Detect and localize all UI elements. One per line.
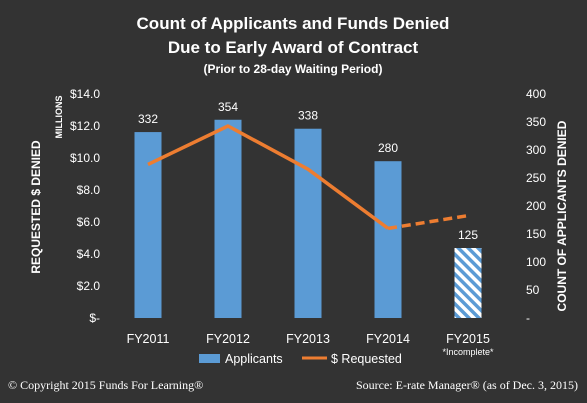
left-tick-label: $14.0	[70, 87, 100, 101]
right-tick-label: 350	[526, 115, 546, 129]
right-tick-label: 400	[526, 87, 546, 101]
category-label: FY2014	[366, 332, 410, 346]
right-tick-label: 300	[526, 143, 546, 157]
right-tick-label: 200	[526, 199, 546, 213]
legend-requested-label: $ Requested	[331, 352, 402, 366]
bar-value-label: 332	[138, 112, 158, 126]
applicants-bars	[134, 119, 482, 318]
bar-fy2014	[374, 161, 402, 318]
left-axis-label: REQUESTED $ DENIED	[29, 140, 43, 274]
chart-title-line-2: Due to Early Award of Contract	[168, 38, 419, 57]
category-label: FY2013	[286, 332, 330, 346]
left-tick-label: $4.0	[77, 247, 101, 261]
left-tick-label: $6.0	[77, 215, 101, 229]
category-note: *Incomplete*	[442, 347, 494, 357]
requested-line	[147, 124, 469, 231]
left-tick-label: $8.0	[77, 183, 101, 197]
legend-applicants-label: Applicants	[225, 352, 283, 366]
left-tick-label: $2.0	[77, 279, 101, 293]
left-tick-label: $12.0	[70, 119, 100, 133]
right-tick-label: -	[526, 311, 530, 325]
copyright-text: © Copyright 2015 Funds For Learning®	[8, 378, 203, 392]
bar-value-label: 125	[458, 228, 478, 242]
category-label: FY2015	[446, 332, 490, 346]
x-axis-categories: FY2011 FY2012 FY2013 FY2014 FY2015*Incomplet…	[127, 332, 494, 357]
bar-value-label: 280	[378, 141, 398, 155]
category-label: FY2012	[206, 332, 250, 346]
legend-applicants-swatch	[199, 354, 220, 363]
left-tick-label: $-	[89, 311, 100, 325]
chart-subtitle: (Prior to 28-day Waiting Period)	[204, 62, 383, 76]
right-axis-ticks: - 50 100 150 200 250 300 350 400	[526, 87, 546, 325]
bar-value-label: 338	[298, 109, 318, 123]
chart-title-line-1: Count of Applicants and Funds Denied	[137, 14, 450, 33]
right-axis-label: COUNT OF APPLICANTS DENIED	[555, 120, 569, 311]
left-axis-units: MILLIONS	[54, 96, 64, 139]
left-axis-ticks: $- $2.0 $4.0 $6.0 $8.0 $10.0 $12.0 $14.0	[70, 87, 100, 325]
requested-line-solid	[147, 124, 390, 230]
bar-fy2013	[294, 128, 322, 318]
bar-value-label: 354	[218, 100, 238, 114]
right-tick-label: 100	[526, 255, 546, 269]
right-tick-label: 250	[526, 171, 546, 185]
bar-fy2012	[214, 119, 242, 318]
right-tick-label: 150	[526, 227, 546, 241]
source-text: Source: E-rate Manager® (as of Dec. 3, 2…	[356, 378, 578, 392]
legend: Applicants $ Requested	[199, 352, 402, 366]
bar-fy2015	[454, 248, 482, 318]
left-tick-label: $10.0	[70, 151, 100, 165]
right-tick-label: 50	[526, 283, 540, 297]
category-label: FY2011	[127, 332, 170, 346]
applicants-bar-labels: 332 354 338 280 125	[138, 100, 478, 242]
